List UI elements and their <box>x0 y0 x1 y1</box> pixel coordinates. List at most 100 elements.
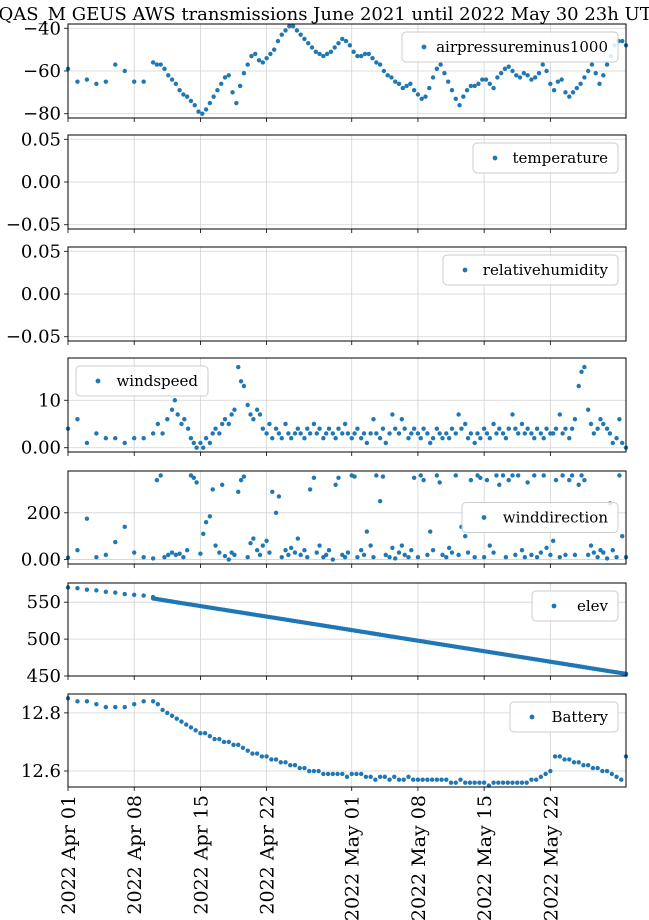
data-point <box>173 81 179 87</box>
data-point <box>595 426 600 431</box>
data-point <box>295 536 301 541</box>
data-point <box>122 704 127 710</box>
data-point <box>571 760 577 765</box>
y-tick-label: 12.6 <box>21 761 61 782</box>
legend-marker <box>551 603 557 609</box>
data-point <box>286 552 291 558</box>
data-point <box>326 426 332 431</box>
data-point <box>298 552 303 558</box>
data-point <box>597 81 602 87</box>
data-point <box>481 426 487 431</box>
data-point <box>491 85 496 91</box>
data-point <box>94 555 99 560</box>
data-point <box>273 426 279 431</box>
data-point <box>213 543 218 548</box>
y-tick-label: 10 <box>38 390 61 411</box>
data-point <box>155 701 161 707</box>
data-point <box>264 431 269 436</box>
data-point <box>279 436 284 441</box>
legend-label: elev <box>577 597 609 615</box>
data-point <box>217 736 222 742</box>
data-point <box>254 548 260 553</box>
data-point <box>191 440 196 446</box>
data-point <box>241 70 247 76</box>
data-point <box>113 590 118 595</box>
legend-marker <box>95 378 101 384</box>
data-point <box>429 777 435 782</box>
data-point <box>510 780 515 785</box>
data-point <box>444 431 449 436</box>
data-point <box>396 550 402 555</box>
data-point <box>279 32 284 37</box>
data-point <box>401 777 406 782</box>
data-point <box>538 431 544 436</box>
data-point <box>481 780 487 785</box>
x-tick-labels: 2022 Apr 01 2022 Apr 08 2022 Apr 15 2022 Ap… <box>58 795 562 920</box>
data-point <box>576 482 581 487</box>
data-point <box>155 421 161 427</box>
data-point <box>506 64 511 69</box>
data-point <box>313 49 318 54</box>
data-point <box>544 545 549 551</box>
data-point <box>529 431 534 436</box>
data-point <box>434 66 440 72</box>
data-point <box>421 477 426 483</box>
data-point <box>278 760 283 765</box>
data-point <box>465 436 471 441</box>
data-point <box>449 550 455 555</box>
data-point <box>236 742 241 748</box>
data-point <box>582 477 587 483</box>
data-point <box>459 426 464 431</box>
data-point <box>418 473 423 478</box>
data-point <box>283 421 288 427</box>
data-point <box>480 77 485 82</box>
y-tick-label: 0.05 <box>21 129 61 150</box>
data-point <box>232 552 237 558</box>
data-point <box>177 551 182 556</box>
data-point <box>579 369 584 374</box>
axes-frame <box>67 357 627 453</box>
data-point <box>427 85 432 91</box>
legend-marker <box>492 155 498 161</box>
data-point <box>330 431 336 436</box>
data-point <box>162 66 167 72</box>
data-point <box>361 431 367 436</box>
data-point <box>484 477 490 483</box>
data-point <box>302 436 307 441</box>
data-point <box>578 81 583 87</box>
data-point <box>160 431 165 436</box>
data-point <box>323 431 329 436</box>
data-point <box>590 765 596 771</box>
data-point <box>321 436 326 441</box>
legend-frame <box>509 701 619 733</box>
data-point <box>614 555 619 560</box>
data-point <box>522 431 528 436</box>
data-point <box>425 552 430 558</box>
data-point <box>503 436 509 441</box>
data-point <box>585 68 591 74</box>
data-point <box>200 111 205 116</box>
data-point <box>604 556 610 561</box>
data-point <box>113 539 118 545</box>
data-point <box>188 725 194 730</box>
data-point <box>196 109 201 114</box>
data-point <box>437 480 442 485</box>
data-point <box>207 733 213 739</box>
data-point <box>302 765 307 771</box>
data-point <box>472 555 477 560</box>
data-point <box>289 436 294 441</box>
x-tick-label: 2022 May 08 <box>408 795 430 920</box>
data-point <box>439 777 444 782</box>
data-point <box>381 68 387 74</box>
data-point <box>513 552 518 558</box>
data-point <box>374 60 379 65</box>
data-point <box>444 555 449 560</box>
data-point <box>342 421 348 427</box>
data-point <box>494 473 499 478</box>
data-point <box>557 754 562 759</box>
data-point <box>619 777 624 782</box>
data-point <box>572 552 578 558</box>
data-point <box>463 421 468 427</box>
data-point <box>336 41 341 46</box>
data-point <box>324 51 330 57</box>
